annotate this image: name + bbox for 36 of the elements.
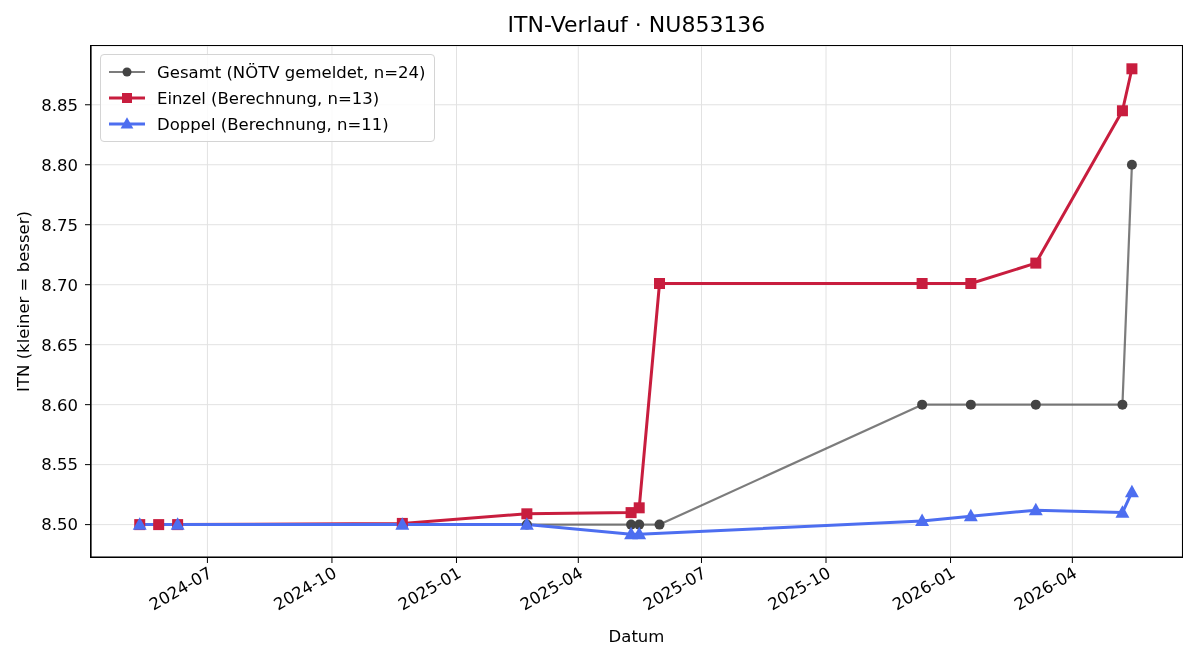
y-tick-label: 8.50 xyxy=(41,515,78,535)
point xyxy=(654,519,665,530)
y-tick-label: 8.80 xyxy=(41,155,78,175)
y-tick-label: 8.55 xyxy=(41,455,78,475)
point xyxy=(917,399,928,410)
point xyxy=(634,519,645,530)
legend-label: Doppel (Berechnung, n=11) xyxy=(157,114,389,134)
point xyxy=(153,519,165,531)
point xyxy=(654,278,666,290)
y-tick-label: 8.60 xyxy=(41,395,78,415)
point xyxy=(1126,63,1138,75)
chart-title: ITN-Verlauf · NU853136 xyxy=(506,12,767,38)
y-tick-label: 8.85 xyxy=(41,95,78,115)
x-axis-title: Datum xyxy=(608,627,665,646)
point xyxy=(965,278,977,290)
point xyxy=(1030,399,1041,410)
point xyxy=(915,513,930,527)
point xyxy=(1116,105,1128,117)
point xyxy=(632,526,647,540)
point xyxy=(916,278,928,290)
y-tick-label: 8.75 xyxy=(41,215,78,235)
y-axis-title: ITN (kleiner = besser) xyxy=(13,211,33,392)
y-tick-label: 8.65 xyxy=(41,335,78,355)
point xyxy=(521,508,533,520)
legend-label: Einzel (Berechnung, n=13) xyxy=(157,88,380,108)
point xyxy=(1124,484,1139,498)
point xyxy=(1030,257,1042,269)
point xyxy=(1117,399,1128,410)
legend-label: Gesamt (NÖTV gemeldet, n=24) xyxy=(157,62,426,82)
point xyxy=(963,508,978,522)
point xyxy=(633,502,645,514)
point xyxy=(965,399,976,410)
point xyxy=(1115,505,1130,518)
y-tick-label: 8.70 xyxy=(41,275,78,295)
point xyxy=(1126,159,1137,170)
point xyxy=(1028,502,1043,516)
